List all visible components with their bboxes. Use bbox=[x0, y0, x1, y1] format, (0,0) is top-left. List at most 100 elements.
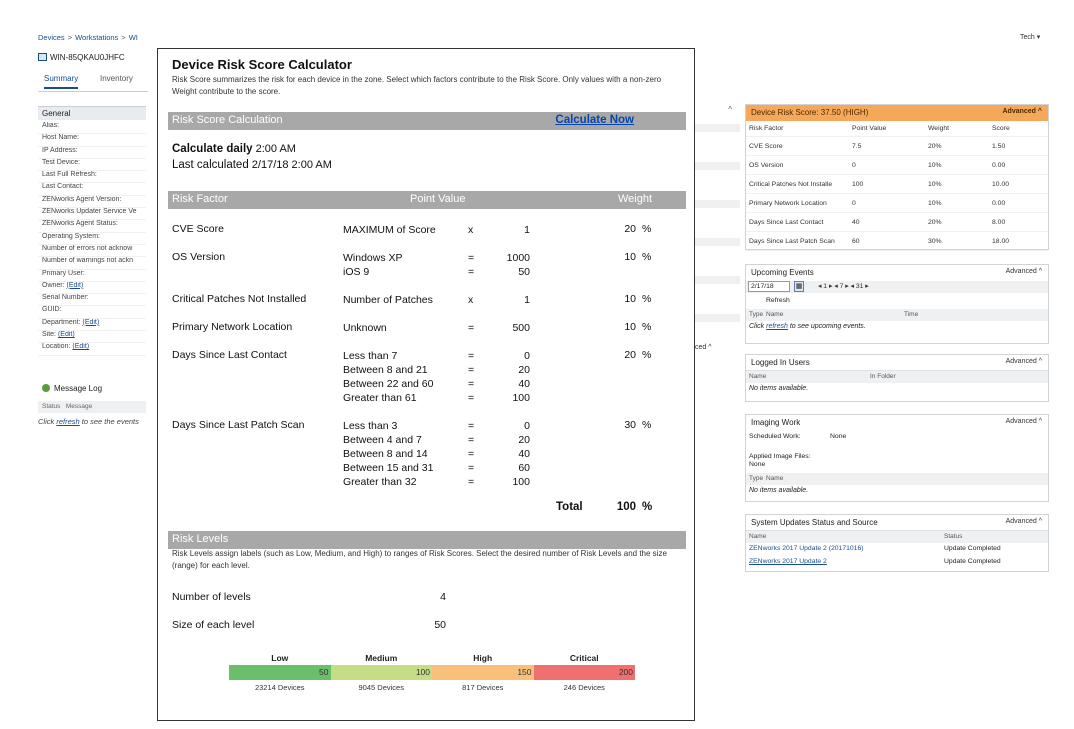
general-property-row: Host Name: bbox=[38, 134, 146, 147]
column-message[interactable]: Message bbox=[65, 403, 93, 410]
applied-image-value: None bbox=[749, 461, 766, 468]
point-value-input[interactable]: 100 bbox=[512, 392, 530, 404]
condition-label[interactable]: Unknown bbox=[343, 322, 387, 334]
operator-symbol: = bbox=[468, 462, 475, 474]
chevron-up-icon[interactable]: ^ bbox=[1037, 108, 1042, 115]
chevron-up-icon[interactable]: ^ bbox=[1038, 518, 1042, 525]
refresh-button[interactable]: Refresh bbox=[766, 297, 790, 304]
user-menu-label[interactable]: Tech bbox=[1020, 34, 1035, 41]
condition-label[interactable]: Windows XP bbox=[343, 252, 403, 264]
breadcrumb-devices[interactable]: Devices bbox=[38, 33, 65, 42]
risk-factor-operators: = = = = = bbox=[468, 419, 474, 489]
property-label: Site: bbox=[42, 331, 57, 339]
condition-label[interactable]: Between 4 and 7 bbox=[343, 434, 422, 446]
advanced-link[interactable]: Advanced ^ bbox=[1006, 418, 1042, 425]
advanced-link[interactable]: Advanced ^ bbox=[1006, 518, 1042, 525]
edit-link[interactable]: (Edit) bbox=[82, 318, 100, 326]
point-value-input[interactable]: 0 bbox=[524, 420, 530, 432]
advanced-label[interactable]: Advanced bbox=[1005, 358, 1037, 365]
imaging-work-title: Imaging Work bbox=[751, 418, 801, 427]
condition-label[interactable]: Less than 7 bbox=[343, 350, 398, 362]
property-label: ZENworks Agent Status: bbox=[42, 220, 118, 228]
calendar-icon[interactable]: ▦ bbox=[794, 281, 804, 292]
breadcrumb-workstations[interactable]: Workstations bbox=[75, 33, 119, 42]
advanced-label[interactable]: Advanced bbox=[1002, 108, 1036, 115]
weight-input[interactable]: 10 bbox=[624, 251, 636, 263]
edit-link[interactable]: (Edit) bbox=[57, 331, 75, 339]
risk-factor-conditions: Less than 7 Between 8 and 21 Between 22 an… bbox=[343, 349, 434, 405]
point-value-input[interactable]: 60 bbox=[518, 462, 530, 474]
collapse-icon[interactable]: ^ bbox=[728, 105, 732, 114]
condition-label[interactable]: Number of Patches bbox=[343, 294, 433, 306]
events-refresh-link[interactable]: refresh bbox=[766, 323, 788, 330]
point-value-input[interactable]: 40 bbox=[518, 378, 530, 390]
date-navigation[interactable]: ◂ 1 ▸ ◂ 7 ▸ ◂ 31 ▸ bbox=[818, 283, 869, 290]
condition-label[interactable]: Greater than 32 bbox=[343, 476, 417, 488]
condition-label[interactable]: Between 8 and 21 bbox=[343, 364, 428, 376]
update-name[interactable]: ZENworks 2017 Update 2 bbox=[749, 558, 827, 565]
property-label: Serial Number: bbox=[42, 294, 89, 302]
date-input[interactable]: 2/17/18 bbox=[748, 281, 790, 292]
column-type: Type bbox=[749, 475, 764, 482]
dialog-title: Device Risk Score Calculator bbox=[172, 57, 352, 72]
weight-input[interactable]: 30 bbox=[624, 419, 636, 431]
risk-level-device-count[interactable]: 9045 Devices bbox=[358, 683, 404, 692]
general-property-row: IP Address: bbox=[38, 147, 146, 159]
tab-inventory[interactable]: Inventory bbox=[100, 74, 133, 83]
chevron-up-icon[interactable]: ^ bbox=[1038, 358, 1042, 365]
edit-link[interactable]: (Edit) bbox=[66, 281, 84, 289]
point-value-input[interactable]: 1 bbox=[524, 224, 530, 236]
risk-factor-conditions: MAXIMUM of Score bbox=[343, 223, 436, 237]
point-value-input[interactable]: 1 bbox=[524, 294, 530, 306]
weight-input[interactable]: 10 bbox=[624, 293, 636, 305]
point-value-input[interactable]: 500 bbox=[512, 322, 530, 334]
point-value-input[interactable]: 20 bbox=[518, 364, 530, 376]
chevron-up-icon[interactable]: ^ bbox=[1038, 418, 1042, 425]
edit-link[interactable]: (Edit) bbox=[72, 343, 90, 351]
risk-level-device-count[interactable]: 23214 Devices bbox=[254, 683, 305, 692]
weight-input[interactable]: 20 bbox=[624, 223, 636, 235]
point-value-input[interactable]: 100 bbox=[512, 476, 530, 488]
condition-label[interactable]: Less than 3 bbox=[343, 420, 398, 432]
risk-factor-name: CVE Score bbox=[172, 223, 224, 235]
update-name[interactable]: ZENworks 2017 Update 2 (20171016) bbox=[749, 545, 864, 552]
tab-summary[interactable]: Summary bbox=[44, 74, 79, 89]
column-status[interactable]: Status bbox=[42, 403, 61, 410]
condition-label[interactable]: Greater than 61 bbox=[343, 392, 417, 404]
breadcrumb-device[interactable]: WI bbox=[128, 33, 138, 42]
advanced-link[interactable]: Advanced ^ bbox=[1002, 108, 1042, 115]
point-value-input[interactable]: 1000 bbox=[506, 252, 530, 264]
point-value-input[interactable]: 50 bbox=[518, 266, 530, 278]
imaging-columns: Type Name bbox=[746, 473, 1048, 485]
condition-label[interactable]: iOS 9 bbox=[343, 266, 370, 278]
total-value: 100 bbox=[616, 501, 636, 513]
condition-label[interactable]: Between 22 and 60 bbox=[343, 378, 434, 390]
size-of-level-input[interactable]: 50 bbox=[434, 619, 446, 631]
point-value-input[interactable]: 0 bbox=[524, 350, 530, 362]
risk-level-device-count[interactable]: 246 Devices bbox=[563, 683, 605, 692]
user-menu[interactable]: Tech ▾ bbox=[1020, 33, 1040, 41]
condition-label[interactable]: MAXIMUM of Score bbox=[343, 224, 436, 236]
divider bbox=[695, 238, 740, 246]
weight-input[interactable]: 10 bbox=[624, 321, 636, 333]
advanced-link[interactable]: Advanced ^ bbox=[1006, 358, 1042, 365]
number-of-levels-input[interactable]: 4 bbox=[440, 591, 446, 603]
risk-level-device-count[interactable]: 817 Devices bbox=[462, 683, 504, 692]
calculate-daily-time[interactable]: 2:00 AM bbox=[255, 143, 296, 155]
property-label: Last Full Refresh: bbox=[42, 171, 97, 179]
message-log-refresh-link[interactable]: refresh bbox=[56, 417, 80, 426]
advanced-label[interactable]: Advanced bbox=[1005, 518, 1037, 525]
chevron-up-icon[interactable]: ^ bbox=[1038, 268, 1042, 275]
weight-input[interactable]: 20 bbox=[624, 349, 636, 361]
point-value-input[interactable]: 20 bbox=[518, 434, 530, 446]
advanced-link[interactable]: Advanced ^ bbox=[1006, 268, 1042, 275]
condition-label[interactable]: Between 8 and 14 bbox=[343, 448, 428, 460]
advanced-label[interactable]: Advanced bbox=[1005, 418, 1037, 425]
point-value-input[interactable]: 40 bbox=[518, 448, 530, 460]
condition-label[interactable]: Between 15 and 31 bbox=[343, 462, 434, 474]
advanced-label[interactable]: Advanced bbox=[1005, 268, 1037, 275]
collapse-icon[interactable]: ^ bbox=[708, 344, 712, 351]
calculate-now-link[interactable]: Calculate Now bbox=[555, 114, 634, 126]
size-of-level-label: Size of each level bbox=[172, 619, 255, 631]
risk-factor-values: 1000 50 bbox=[488, 251, 530, 279]
